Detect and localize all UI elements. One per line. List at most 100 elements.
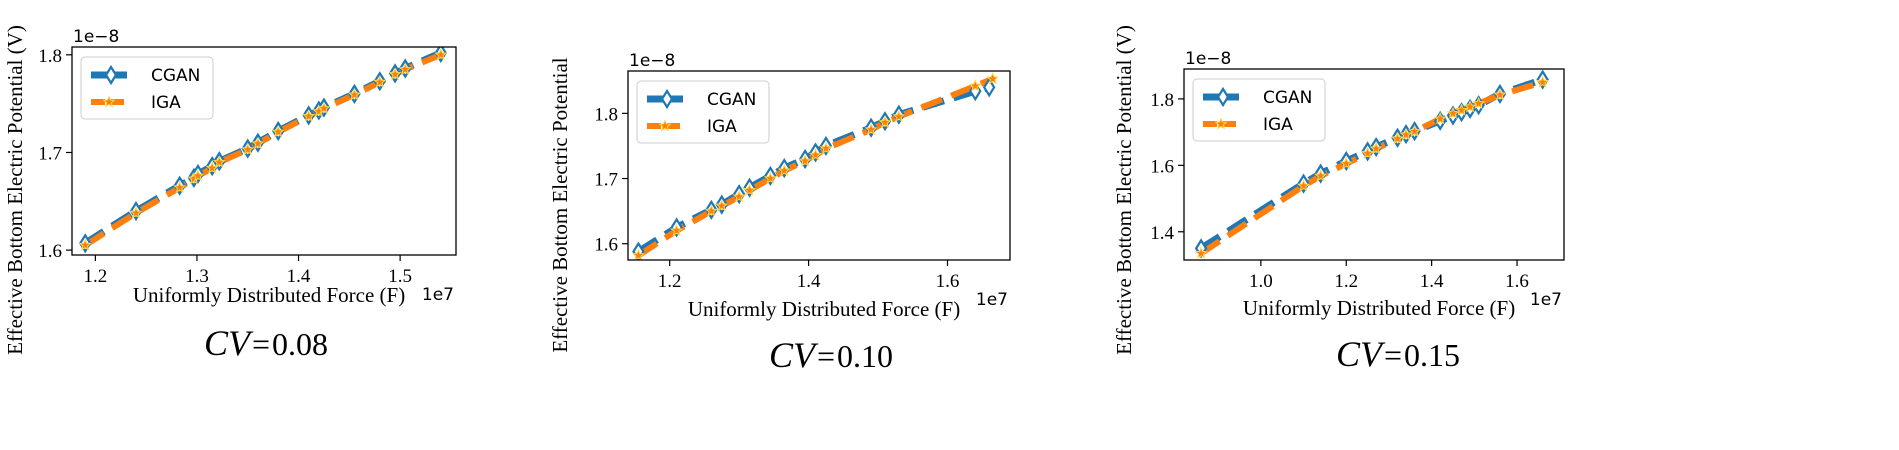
plot-area: [1194, 69, 1550, 259]
caption-value: 0.10: [837, 338, 893, 374]
data-point-iga: [878, 115, 892, 128]
legend-label-cgan: CGAN: [1263, 88, 1312, 108]
x-axis-label: Uniformly Distributed Force (F): [1243, 296, 1515, 320]
y-tick-label: 1.6: [1150, 156, 1174, 177]
legend: CGAN IGA: [80, 56, 214, 120]
data-point-iga: [388, 67, 402, 80]
data-point-iga: [777, 163, 791, 177]
data-point-iga: [434, 48, 448, 61]
x-tick-label: 1.6: [1505, 271, 1529, 292]
caption-symbol: CV: [769, 335, 819, 375]
y-tick-label: 1.6: [38, 241, 62, 262]
x-axis-label: Uniformly Distributed Force (F): [133, 283, 405, 307]
caption-value: 0.15: [1404, 337, 1460, 373]
legend-label-iga: IGA: [1263, 115, 1293, 135]
x-axis-label: Uniformly Distributed Force (F): [688, 297, 960, 321]
data-point-iga: [631, 248, 645, 260]
data-point-iga: [317, 101, 331, 115]
data-point-iga: [1339, 156, 1353, 170]
y-tick-label: 1.8: [38, 46, 62, 67]
y-tick-label: 1.7: [38, 143, 62, 164]
legend-label-iga: IGA: [707, 117, 737, 137]
data-point-iga: [732, 189, 746, 203]
data-point-iga: [1446, 106, 1460, 120]
x-tick-label: 1.5: [388, 266, 412, 287]
data-point-iga: [1455, 103, 1469, 116]
x-tick-label: 1.2: [658, 271, 682, 292]
data-point-iga: [78, 238, 92, 251]
legend-label-iga: IGA: [151, 93, 181, 113]
x-tick-label: 1.6: [936, 271, 960, 292]
axes-frame: [71, 46, 457, 256]
legend-label-cgan: CGAN: [151, 66, 200, 86]
x-tick-label: 1.4: [797, 271, 821, 292]
data-point-iga: [1472, 96, 1486, 110]
legend-marker-iga: [1214, 117, 1228, 130]
legend-label-cgan: CGAN: [707, 90, 756, 110]
x-tick-label: 1.4: [1420, 271, 1444, 292]
data-point-iga: [1463, 100, 1477, 113]
data-point-iga: [968, 79, 982, 92]
data-point-iga: [241, 142, 255, 156]
y-axis-label: Effective Bottom Electric Potential: [548, 57, 572, 352]
panel-caption: CV=0.10: [769, 335, 893, 375]
data-point-iga: [173, 180, 187, 194]
data-point-iga: [212, 155, 226, 168]
data-point-iga: [864, 122, 878, 136]
chart-panel-3: 1.0 1.2 1.4 1.6 1.4 1.6 1.8 1e−8 1e7 Uniformly Di…: [1112, 25, 1565, 374]
axes-frame: [1183, 68, 1565, 261]
y-tick-label: 1.7: [594, 170, 618, 191]
x-tick-label: 1.4: [287, 266, 311, 287]
data-point-iga: [1361, 146, 1375, 159]
caption-equals: =: [1384, 337, 1402, 373]
caption-equals: =: [252, 326, 270, 362]
data-point-iga: [763, 171, 777, 185]
caption-symbol: CV: [1336, 334, 1386, 374]
data-point-iga: [1408, 124, 1422, 137]
data-point-iga: [715, 199, 729, 212]
x-tick-label: 1.2: [1334, 271, 1358, 292]
x-offset-label: 1e7: [422, 285, 454, 305]
data-point-iga: [986, 72, 1000, 85]
y-offset-label: 1e−8: [629, 51, 675, 71]
data-point-iga: [704, 204, 718, 217]
x-tick-label: 1.0: [1249, 271, 1273, 292]
data-point-iga: [129, 206, 143, 219]
legend: CGAN IGA: [1192, 78, 1326, 142]
y-tick-label: 1.8: [594, 104, 618, 125]
data-point-iga: [398, 62, 412, 75]
data-point-iga: [1536, 75, 1550, 88]
data-point-iga: [670, 223, 684, 237]
legend-marker-iga: [658, 119, 672, 132]
chart-panel-2: 1.2 1.4 1.6 1.6 1.7 1.8 1e−8 1e7 Uniformly Distr…: [548, 51, 1011, 375]
data-point-iga: [373, 75, 387, 88]
axes-frame: [627, 70, 1011, 261]
data-point-iga: [819, 141, 833, 155]
x-offset-label: 1e7: [976, 290, 1008, 310]
x-offset-label: 1e7: [1530, 290, 1562, 310]
x-tick-label: 1.3: [185, 266, 209, 287]
legend-marker-cgan: [1216, 86, 1230, 108]
panel-caption: CV=0.08: [204, 323, 328, 363]
data-point-iga: [1194, 246, 1208, 259]
y-axis-label: Effective Bottom Electric Potential (V): [3, 25, 27, 355]
data-point-iga: [302, 109, 316, 122]
data-point-iga: [251, 136, 265, 150]
panel-caption: CV=0.15: [1336, 334, 1460, 374]
legend-marker-iga: [102, 95, 116, 108]
data-point-iga: [271, 125, 285, 138]
plot-area: [631, 72, 1000, 260]
y-axis-label: Effective Bottom Electric Potential (V): [1112, 25, 1136, 355]
series-line-iga: [636, 76, 994, 258]
data-point-iga: [743, 183, 757, 196]
data-point-iga: [191, 169, 205, 182]
chart-panel-1: 1.2 1.3 1.4 1.5 1.6 1.7 1.8 1e−8 1e7 Uniformly Di…: [3, 25, 457, 363]
y-offset-label: 1e−8: [73, 27, 119, 47]
data-point-iga: [1369, 141, 1383, 155]
caption-value: 0.08: [272, 326, 328, 362]
data-point-iga: [1433, 112, 1447, 125]
legend: CGAN IGA: [636, 80, 770, 144]
data-point-iga: [798, 154, 812, 167]
plot-area: [78, 47, 448, 254]
y-offset-label: 1e−8: [1185, 49, 1231, 69]
